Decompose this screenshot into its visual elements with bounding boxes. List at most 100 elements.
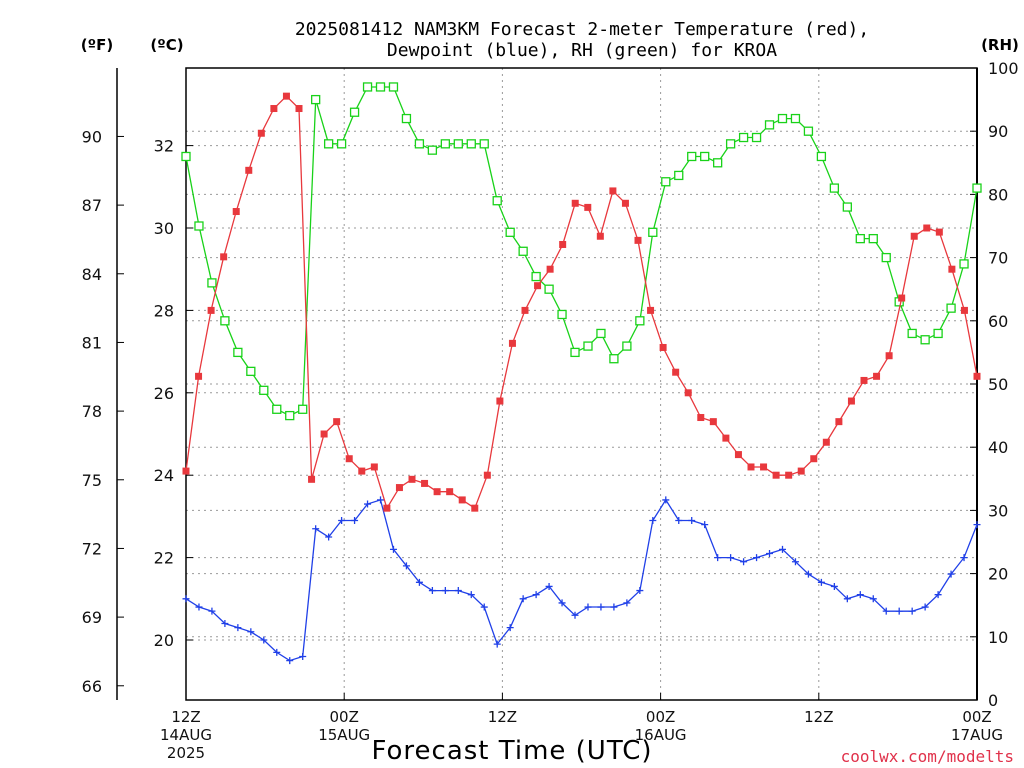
temperature-series-point [408,475,416,483]
dewpoint-series-line [185,498,978,662]
dewpoint-series-point [714,554,722,562]
dewpoint-series-point [934,591,942,599]
celsius-tick-label: 20 [154,631,174,650]
fahrenheit-tick-label: 78 [82,402,102,421]
rh-series-point [635,316,645,326]
temperature-series-point [697,414,705,422]
temperature-series-point [672,368,680,376]
chart-title-line-2: Dewpoint (blue), RH (green) for KROA [387,40,777,61]
celsius-tick-label: 28 [154,301,174,320]
rh-tick-label: 0 [988,691,998,710]
fahrenheit-tick-label: 84 [82,265,102,284]
dewpoint-series-point [325,533,333,541]
grid-lines [186,68,977,700]
temperature-series-point [584,203,592,211]
dewpoint-series-point [364,500,372,508]
temperature-series-point [395,484,403,492]
temperature-series-point [370,463,378,471]
rh-series-point [479,139,489,149]
rh-tick-label: 90 [988,122,1008,141]
rh-series-point [842,202,852,212]
dewpoint-series-point [402,562,410,570]
dewpoint-series-point [377,496,385,504]
rh-series-point [855,233,865,244]
credit-link[interactable]: coolwx.com/modelts [841,747,1014,766]
temperature-series-point [747,463,755,471]
dewpoint-series-point [480,603,488,611]
rh-series-point [181,151,191,162]
temperature-series-point [534,282,542,290]
dewpoint-series-point [493,640,501,648]
time-tick-label: 12Z [488,708,517,726]
dewpoint-series-point [817,578,825,586]
rh-series-point [207,278,217,288]
dewpoint-series-point [234,624,242,632]
rh-tick-label: 10 [988,628,1008,647]
dewpoint-series-point [338,517,346,525]
rh-unit-label: (RH) [981,36,1019,54]
time-tick-label: 12Z [804,708,833,726]
temperature-series-point [559,240,567,248]
dewpoint-series-point [532,591,540,599]
rh-tick-label: 30 [988,501,1008,520]
time-tick-label: 00Z [330,708,359,726]
rh-series-point [285,410,295,421]
fahrenheit-axis: 66 69 72 75 78 81 84 87 90 [82,127,124,696]
temperature-series-point [835,418,843,426]
temperature-series-point [232,208,240,216]
rh-series-point [323,139,334,149]
rh-series-point [920,335,930,345]
fahrenheit-tick-label: 69 [82,608,102,627]
temperature-series-point [684,389,692,397]
dewpoint-series-point [610,603,618,611]
dewpoint-series-point [804,570,812,578]
rh-series-point [194,221,204,231]
temperature-series-point [722,434,730,442]
rh-series-point [349,107,360,117]
dewpoint-series-point [675,517,683,525]
temperature-series-point [195,372,203,380]
rh-series-point [622,341,632,351]
temperature-series-point [320,430,328,438]
celsius-unit-label: (ºC) [150,36,183,54]
rh-series-point [246,366,256,377]
dewpoint-series-point [182,595,190,603]
rh-series-point [298,404,308,414]
rh-series-point [492,196,502,206]
temperature-series-point [333,418,341,426]
celsius-tick-label: 26 [154,384,174,403]
dewpoint-series-point [545,582,553,590]
dewpoint-series-point [571,611,579,619]
fahrenheit-tick-label: 87 [82,196,102,215]
rh-axis: 0 10 20 30 40 50 60 70 80 90 100 [970,59,1019,710]
fahrenheit-tick-label: 81 [82,333,102,352]
temperature-series-point [948,265,956,273]
dewpoint-series-point [843,595,851,603]
dewpoint-series-point [649,517,657,525]
rh-series-point [570,347,580,358]
dewpoint-series-point [973,521,981,529]
fahrenheit-tick-label: 72 [82,539,102,558]
temperature-series-point [308,475,316,483]
rh-series-point [661,177,671,187]
rh-series-point [946,303,956,313]
temperature-series-point [621,199,629,207]
rh-series-point [790,113,801,124]
rh-tick-label: 100 [988,59,1019,78]
celsius-tick-label: 30 [154,219,174,238]
rh-series-point [933,328,943,339]
dewpoint-series-point [662,496,670,504]
dewpoint-series-point [467,591,475,599]
rh-series-point [596,328,606,339]
temperature-series-point [295,105,303,113]
temperature-series-point [885,352,893,360]
rh-series-point [336,139,347,149]
fahrenheit-tick-label: 90 [82,127,102,146]
rh-series-point [466,139,476,149]
temperature-series-point [609,187,617,195]
dewpoint-series-point [701,521,709,529]
rh-series-point [959,259,969,269]
rh-series-point [583,341,593,351]
